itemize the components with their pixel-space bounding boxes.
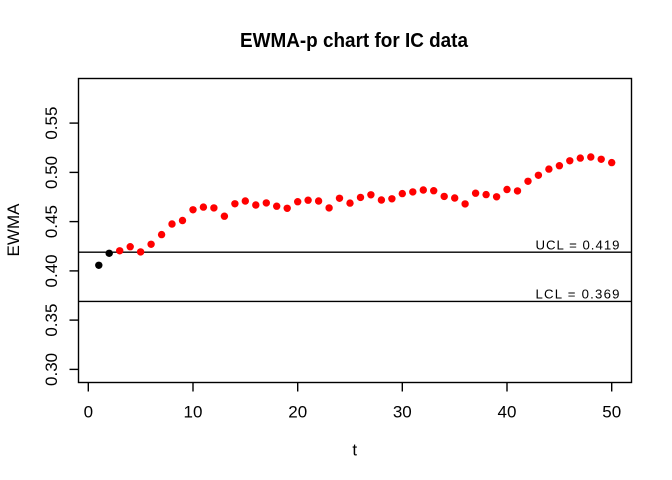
svg-text:0.55: 0.55 — [42, 107, 61, 140]
svg-text:LCL = 0.369: LCL = 0.369 — [536, 287, 620, 302]
svg-text:10: 10 — [184, 402, 203, 421]
svg-text:0.35: 0.35 — [42, 304, 61, 337]
svg-text:EWMA: EWMA — [4, 203, 23, 257]
svg-text:0.45: 0.45 — [42, 205, 61, 238]
svg-text:0.40: 0.40 — [42, 254, 61, 287]
svg-text:0: 0 — [84, 402, 93, 421]
svg-text:UCL = 0.419: UCL = 0.419 — [536, 238, 620, 253]
svg-text:30: 30 — [393, 402, 412, 421]
svg-text:t: t — [352, 441, 357, 460]
svg-text:40: 40 — [498, 402, 517, 421]
svg-text:EWMA-p chart for IC data: EWMA-p chart for IC data — [240, 30, 469, 52]
svg-text:50: 50 — [602, 402, 621, 421]
svg-text:20: 20 — [288, 402, 307, 421]
svg-text:0.30: 0.30 — [42, 353, 61, 386]
svg-text:0.50: 0.50 — [42, 156, 61, 189]
